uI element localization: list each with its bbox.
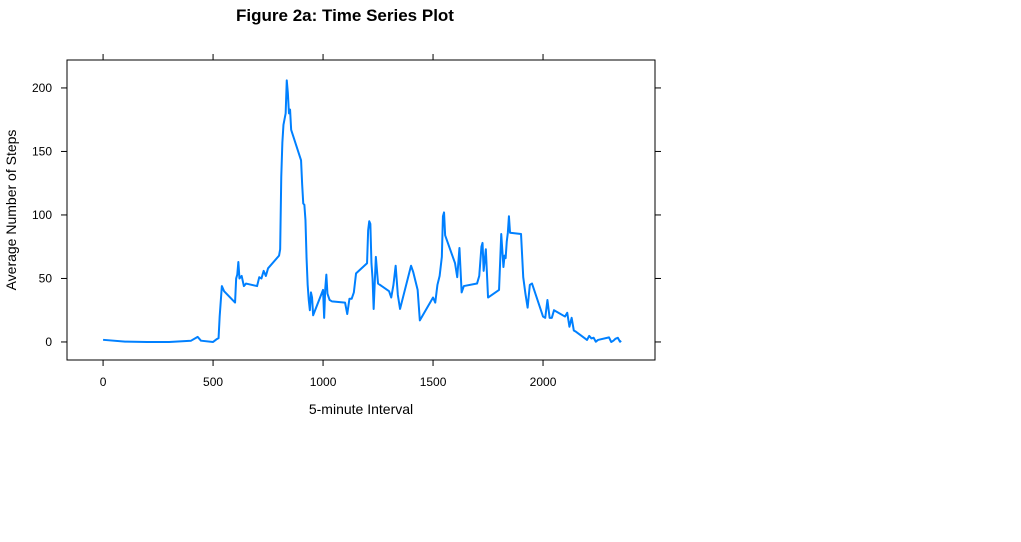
y-tick-label: 50 [39,271,53,285]
y-tick-label: 200 [32,81,52,95]
plot-frame [66,59,656,361]
chart-title: Figure 2a: Time Series Plot [236,6,454,25]
x-axis-label: 5-minute Interval [309,401,413,417]
x-tick-label: 0 [100,375,107,389]
x-tick-label: 500 [203,375,223,389]
data-line [102,79,622,343]
y-tick-label: 0 [45,335,52,349]
x-tick-label: 1500 [420,375,447,389]
x-tick-label: 1000 [310,375,337,389]
y-tick-label: 100 [32,208,52,222]
y-axis-label: Average Number of Steps [3,130,19,291]
y-tick-label: 150 [32,144,52,158]
x-tick-label: 2000 [530,375,557,389]
